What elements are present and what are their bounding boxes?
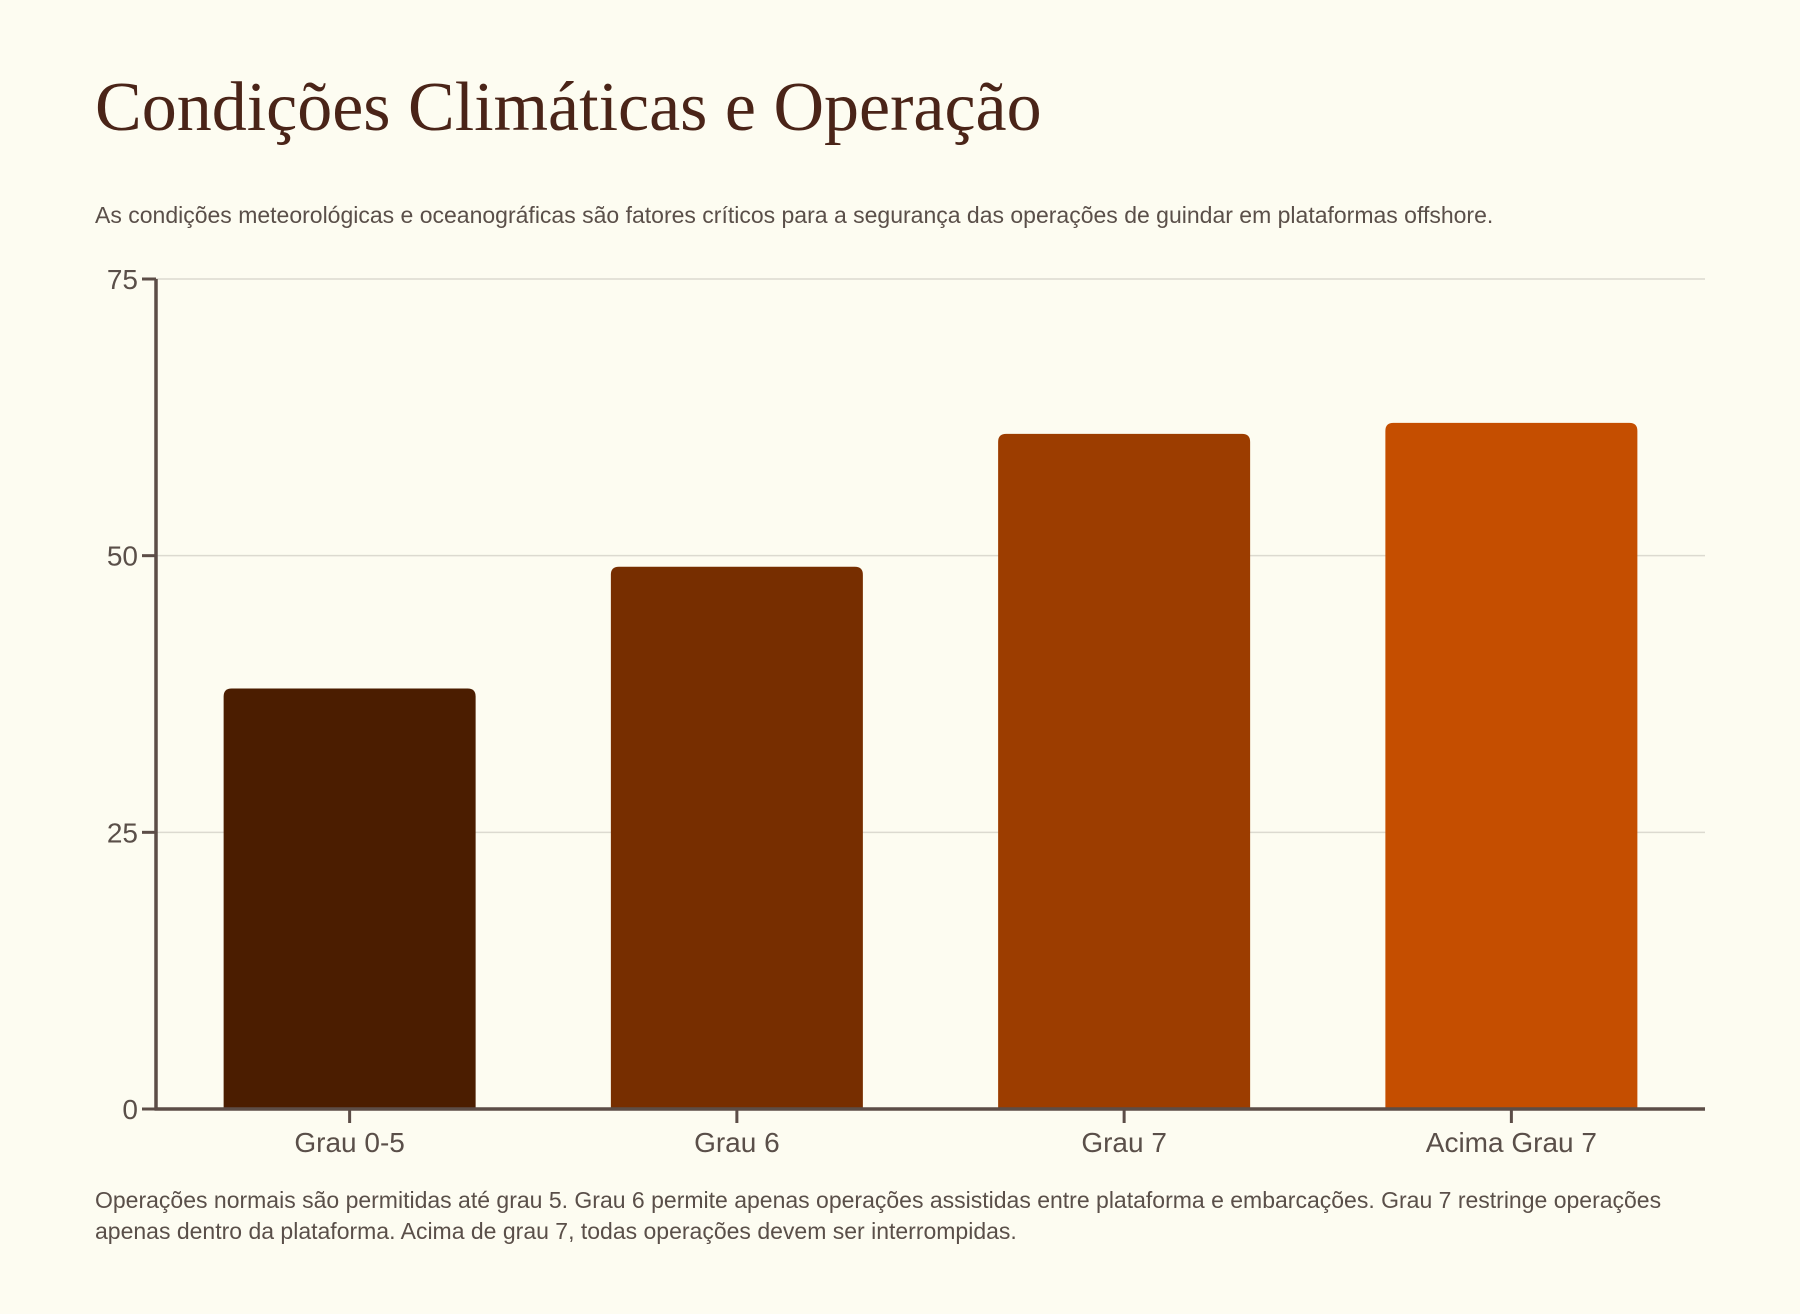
y-tick-label: 50 — [107, 541, 138, 572]
bar-3 — [998, 433, 1251, 1109]
x-tick-label: Grau 6 — [694, 1127, 780, 1158]
chart-footnote: Operações normais são permitidas até gra… — [95, 1187, 1662, 1244]
bar-chart: Grau 0-5 Grau 6 Grau 7 Acima Grau 7 0 25 50 75 — [107, 264, 1705, 1158]
page-title: Condições Climáticas e Operação — [95, 69, 1042, 146]
y-tick-label: 75 — [107, 264, 138, 295]
bar-2 — [610, 566, 863, 1109]
page-subtitle: As condições meteorológicas e oceanográf… — [95, 202, 1494, 228]
x-tick-label: Grau 7 — [1081, 1127, 1167, 1158]
y-tick-label: 0 — [122, 1094, 138, 1125]
y-tick-label: 25 — [107, 817, 138, 848]
bar-4 — [1385, 422, 1638, 1109]
bar-1 — [223, 688, 476, 1109]
x-tick-label: Acima Grau 7 — [1426, 1127, 1597, 1158]
x-tick-label: Grau 0-5 — [294, 1127, 405, 1158]
